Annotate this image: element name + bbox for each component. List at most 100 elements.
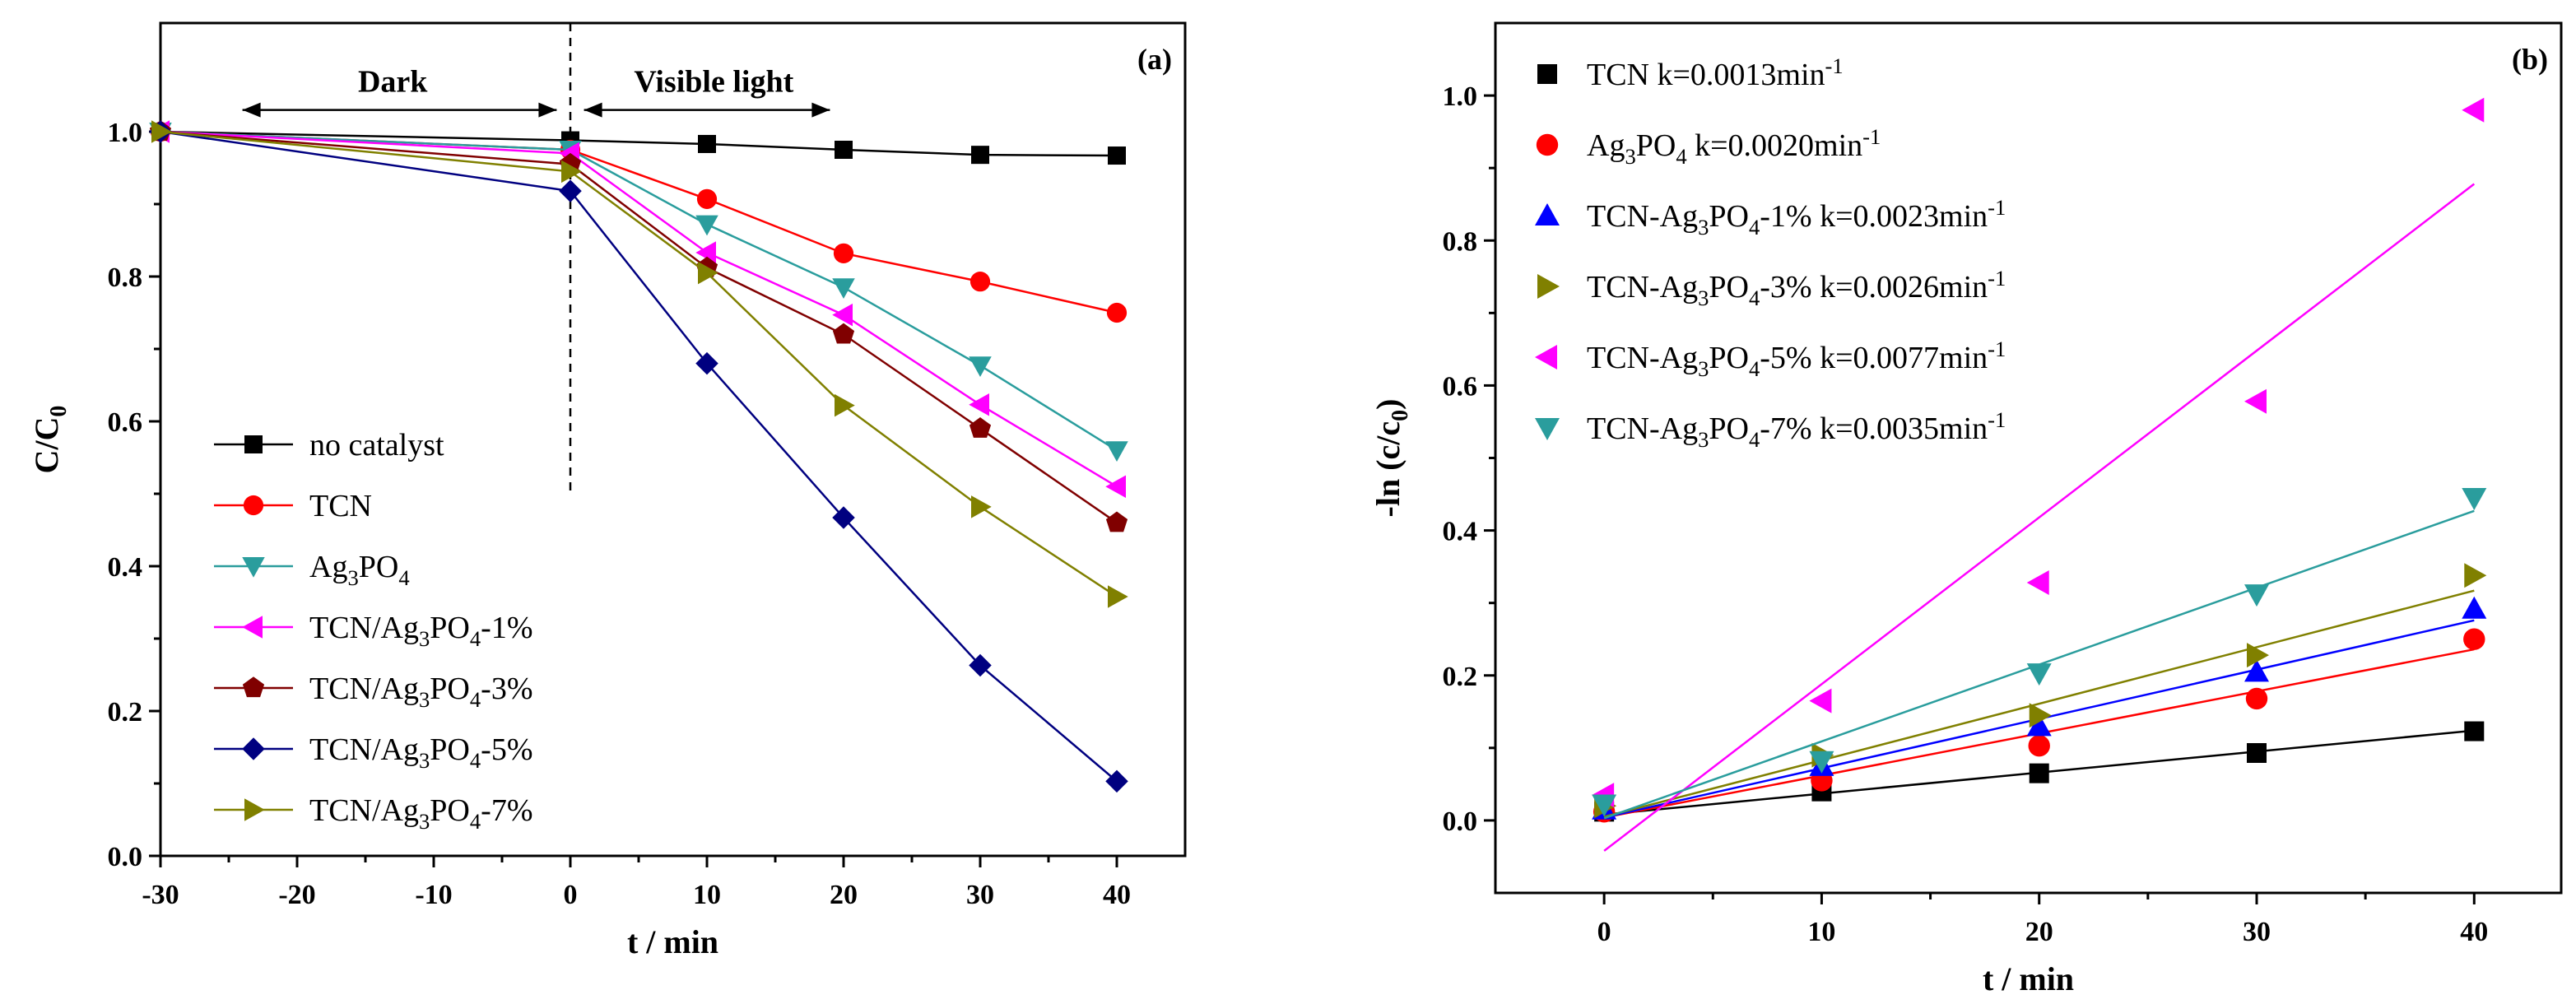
data-point [698, 261, 718, 285]
dark-arrow [242, 102, 557, 118]
legend-label: TCN-Ag3​PO4​-3% k=0.0026min-1​ [1587, 266, 2006, 310]
data-point [2462, 596, 2487, 619]
data-point [2464, 563, 2487, 588]
legend-entry: Ag3​PO4​ [214, 550, 410, 590]
x-tick-label: -10 [415, 880, 452, 910]
legend-entry: Ag3​PO4​ k=0.0020min-1​ [1536, 124, 1881, 169]
data-point [835, 141, 853, 159]
data-point [695, 241, 716, 264]
arrow-head [811, 102, 830, 118]
legend-entry: TCN/Ag3​PO4​-3% [214, 672, 532, 712]
legend-marker [242, 616, 263, 639]
data-point [969, 653, 992, 677]
series-line [160, 130, 1118, 488]
plot-frame [159, 21, 1187, 858]
legend-marker [1536, 133, 1559, 156]
data-point [2462, 97, 2485, 123]
data-point [971, 146, 989, 165]
series-tcn-ag3po4-7- [151, 120, 1128, 608]
x-axis-label: t / min [1983, 960, 2074, 997]
legend-entry: TCN-Ag3​PO4​-7% k=0.0035min-1​ [1535, 407, 2006, 452]
data-point [969, 356, 992, 377]
y-tick-label: 1.0 [108, 118, 143, 148]
series-line [160, 130, 1118, 157]
x-tick-label: 20 [830, 880, 858, 910]
data-point [2244, 584, 2269, 607]
legend-entry: TCN k=0.0013min-1​ [1537, 53, 1844, 92]
legend-label: Ag3​PO4​ k=0.0020min-1​ [1587, 124, 1881, 169]
legend: TCN k=0.0013min-1​ Ag3​PO4​ k=0.0020min-1… [1535, 53, 2006, 452]
legend-label: TCN-Ag3​PO4​-5% k=0.0077min-1​ [1587, 337, 2006, 381]
fit-line [1603, 183, 2476, 852]
legend-label: TCN/Ag3​PO4​-1% [309, 611, 532, 651]
y-axis-label: C/C0 [28, 406, 72, 474]
x-tick-label: -20 [278, 880, 315, 910]
legend-label: TCN-Ag3​PO4​-7% k=0.0035min-1​ [1587, 407, 2006, 452]
arrow-head [538, 102, 557, 118]
x-tick-label: 10 [693, 880, 721, 910]
data-point [2247, 742, 2267, 763]
data-point [2026, 570, 2049, 596]
legend-marker [244, 435, 263, 453]
data-point [559, 179, 582, 202]
data-point [1809, 751, 1834, 774]
legend-marker [1535, 345, 1557, 370]
data-point [1105, 769, 1128, 793]
data-point [695, 215, 718, 236]
y-tick-label: 0.6 [108, 407, 143, 438]
legend-marker [1537, 64, 1557, 84]
data-point [2247, 643, 2269, 668]
legend-marker [1535, 418, 1560, 440]
x-axis-label: t / min [627, 923, 718, 960]
light-arrow [584, 102, 830, 118]
legend-marker [244, 798, 265, 821]
series-no-catalyst [151, 123, 1126, 165]
panel-label: (b) [2512, 43, 2548, 76]
legend-label: TCN k=0.0013min-1​ [1587, 53, 1844, 92]
legend-entry: TCN/Ag3​PO4​-7% [214, 793, 532, 834]
legend-entry: TCN-Ag3​PO4​-5% k=0.0077min-1​ [1535, 337, 2006, 381]
legend-label: TCN-Ag3​PO4​-1% k=0.0023min-1​ [1587, 195, 2006, 239]
y-tick-label: 0.2 [1443, 662, 1478, 692]
legend-marker [1537, 274, 1560, 299]
y-axis-label: -ln (c/c0) [1369, 399, 1413, 518]
legend-label: TCN/Ag3​PO4​-5% [309, 732, 532, 773]
arrow-head [584, 102, 602, 118]
y-tick-label: 0.2 [108, 697, 143, 727]
y-tick-label: 0.4 [1443, 517, 1478, 547]
data-point [561, 160, 582, 184]
legend-entry: TCN/Ag3​PO4​-5% [214, 732, 532, 773]
legend-marker [1535, 203, 1560, 225]
x-tick-label: 10 [1807, 917, 1835, 947]
data-point [2462, 487, 2487, 510]
x-tick-label: 40 [2460, 917, 2488, 947]
legend-marker [242, 557, 265, 578]
legend-entry: no catalyst [214, 428, 444, 462]
y-tick-label: 0.0 [1443, 806, 1478, 837]
data-point [1592, 794, 1617, 817]
data-point [2244, 388, 2267, 414]
panel-label: (a) [1137, 43, 1172, 76]
series-tcn-ag3po4-3- [149, 120, 1128, 532]
data-point [832, 323, 855, 344]
data-point [2244, 659, 2269, 682]
legend-label: TCN [309, 489, 372, 523]
dark-annotation: Dark [358, 65, 428, 100]
data-point [1105, 475, 1126, 498]
data-point [2029, 703, 2052, 728]
chart-panel-a: -30 -20 -10 0 10 20 30 40 0.0 0.2 0.4 0.6 0.8 1.0 t / … [28, 21, 1187, 960]
series-tcn-ag3po4-7- [1592, 487, 2487, 820]
legend-label: TCN/Ag3​PO4​-3% [309, 672, 532, 712]
arrow-head [242, 102, 261, 118]
data-point [696, 188, 718, 209]
y-tick-label: 1.0 [1443, 81, 1478, 112]
data-point [832, 303, 853, 327]
data-point [1108, 146, 1126, 165]
legend-entry: TCN/Ag3​PO4​-1% [214, 611, 532, 651]
data-point [2026, 713, 2052, 737]
data-point [835, 393, 855, 417]
data-point [2463, 628, 2485, 650]
legend-label: no catalyst [309, 428, 444, 462]
x-tick-label: 30 [2243, 917, 2271, 947]
